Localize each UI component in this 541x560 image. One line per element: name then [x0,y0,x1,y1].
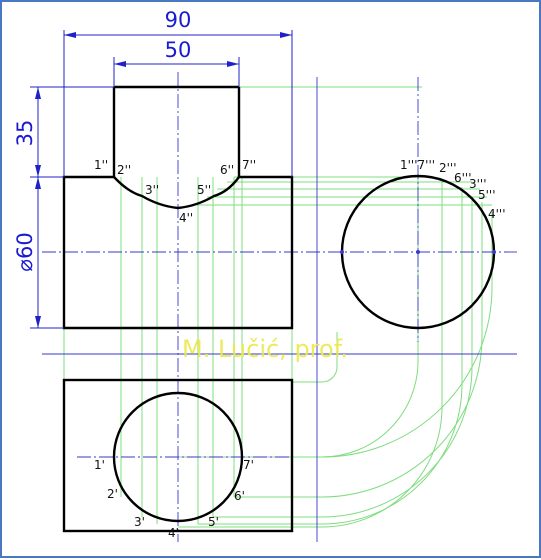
point-label: 1' [94,458,105,472]
point-label: 1'''7''' [400,158,435,172]
point-label: 4'' [179,211,193,225]
point-label: 2' [107,487,118,501]
miter-arc [178,182,443,528]
point-label: 2'' [117,163,131,177]
point-label: 4' [168,526,179,540]
arrow-head [35,165,41,177]
point-label: 6'' [220,163,234,177]
point-label: 4''' [488,207,506,221]
top-view-labels: 1' 2' 3' 4' 5' 6' 7' [94,458,254,540]
arrow-head [280,32,292,38]
diameter-60-label: ⌀60 [13,232,37,271]
body-outline [62,175,294,330]
dimensions: 90 50 35 ⌀60 [13,8,293,329]
point-label: 6''' [454,171,472,185]
arrow-head [35,177,41,189]
point-marker [416,250,420,254]
intersection-curve [113,176,240,210]
arrow-head [227,61,239,67]
miter-arc [178,177,419,458]
point-label: 7'' [242,158,256,172]
arrow-head [114,61,126,67]
watermark-text: M. Lučić, prof. [182,335,348,363]
top-view-rectangle [62,378,294,533]
front-view-labels: 1'' 2'' 3'' 4'' 5'' 6'' 7'' [94,158,256,225]
point-label: 6' [234,489,245,503]
miter-arc [213,197,473,518]
point-label: 2''' [439,161,457,175]
point-label: 5''' [478,188,496,202]
point-label: 3' [134,515,145,529]
point-label: 3'' [145,183,159,197]
point-label: 5' [208,515,219,529]
point-label: 5'' [197,183,211,197]
top-view-circle [112,391,244,523]
arrow-head [64,32,76,38]
point-label: 7' [243,458,254,472]
arrow-head [35,87,41,99]
construction-lines [63,86,493,528]
point-marker [340,250,344,254]
dimension-90-label: 90 [165,8,192,32]
side-view [340,174,496,330]
point-label: 3''' [469,177,487,191]
point-label: 1'' [94,158,108,172]
miter-arc [292,332,338,383]
miter-arc [198,187,463,525]
side-view-labels: 1'''7''' 2''' 6''' 3''' 5''' 4''' [400,158,506,221]
dimension-35-label: 35 [13,120,37,147]
point-marker [492,250,496,254]
top-view [62,378,294,533]
miter-arc [234,202,483,498]
dimension-50-label: 50 [165,38,192,62]
front-view [62,85,294,330]
arrow-head [35,316,41,328]
